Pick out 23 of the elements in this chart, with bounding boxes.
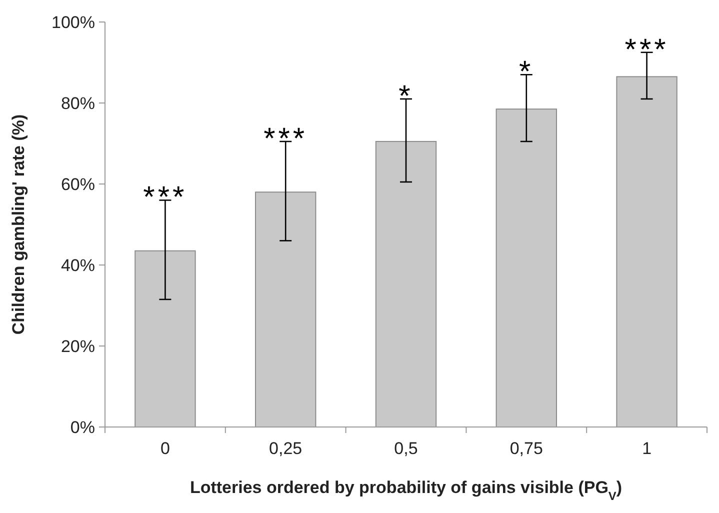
bar — [255, 192, 316, 428]
bar — [134, 250, 196, 428]
x-axis-title: Lotteries ordered by probability of gains visible (PG$_{V}$) — [190, 478, 622, 503]
bar — [616, 76, 678, 428]
annotation: *** — [264, 122, 308, 156]
x-tick-label: 0 — [160, 439, 170, 458]
y-tick-label: 100% — [52, 12, 95, 32]
y-tick-label: 20% — [60, 336, 95, 356]
bar — [375, 140, 437, 428]
y-tick-label: 60% — [60, 174, 95, 194]
annotation: *** — [143, 181, 188, 214]
x-tick-label: 1 — [642, 439, 652, 458]
annotation: *** — [624, 33, 669, 66]
bar — [496, 108, 557, 428]
y-tick-label: 40% — [60, 256, 95, 275]
annotation: * — [398, 80, 414, 113]
y-axis-title: Children gambling' rate (%) — [9, 114, 28, 335]
x-tick-label: 0,25 — [269, 439, 302, 458]
y-tick-label: 80% — [60, 94, 95, 113]
y-tick-label: 0% — [70, 418, 95, 437]
x-tick-label: 0,5 — [394, 439, 418, 458]
x-tick-label: 0,75 — [510, 439, 543, 458]
annotation: * — [519, 56, 534, 89]
